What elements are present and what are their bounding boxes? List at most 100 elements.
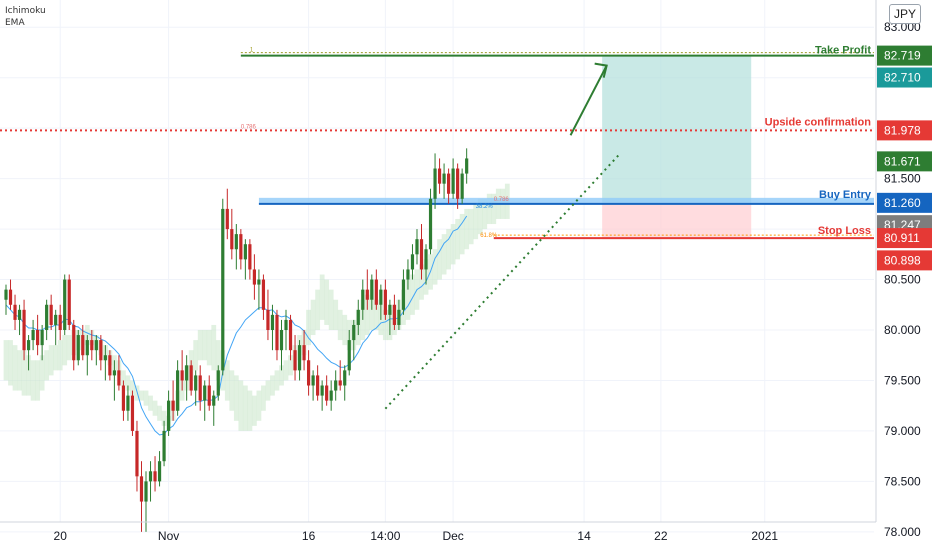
currency-button[interactable]: JPY: [889, 4, 921, 24]
candle-body: [311, 375, 315, 386]
cloud-segment: [274, 370, 280, 391]
price-axis[interactable]: 78.00078.50079.00079.50080.00080.50081.0…: [875, 0, 932, 539]
cloud-segment: [148, 395, 153, 411]
cloud-segment: [143, 390, 149, 406]
candle-body: [293, 350, 297, 371]
support-trendline[interactable]: [384, 152, 621, 410]
candle-body: [397, 309, 401, 325]
candle-body: [306, 360, 311, 386]
candle-body: [99, 340, 103, 361]
fib-label: 1: [250, 48, 254, 54]
cloud-segment: [382, 309, 388, 341]
candle-body: [22, 309, 26, 351]
candle-body: [356, 309, 360, 325]
price-tick-label: 80.500: [884, 273, 921, 287]
ichimoku-cloud: [3, 183, 510, 431]
cloud-segment: [342, 314, 348, 346]
price-label-text: 81.671: [884, 154, 921, 168]
target-arrow-line[interactable]: [569, 65, 608, 136]
cloud-segment: [202, 330, 208, 361]
candle-body: [234, 234, 238, 250]
candle-body: [144, 481, 148, 502]
buy-entry-band[interactable]: [258, 197, 874, 204]
candle-body: [252, 269, 256, 285]
cloud-segment: [125, 375, 131, 391]
cloud-segment: [224, 360, 230, 401]
cloud-segment: [152, 400, 158, 416]
loss-zone[interactable]: [602, 202, 752, 240]
price-label-box[interactable]: [877, 120, 932, 141]
price-label-box[interactable]: [877, 151, 932, 172]
candle-body: [446, 173, 451, 194]
candle-body: [112, 370, 116, 376]
time-axis[interactable]: 20 Nov 16 14:00 Dec 14 22 2021: [0, 521, 876, 543]
price-label-box[interactable]: [877, 250, 932, 271]
cloud-segment: [44, 350, 50, 381]
long-position-tool[interactable]: [602, 56, 752, 240]
cloud-segment: [62, 335, 68, 366]
candle-body: [379, 289, 383, 305]
cloud-segment: [477, 198, 483, 235]
price-label-box[interactable]: [877, 67, 932, 88]
candle-body: [401, 279, 406, 310]
candle-body: [216, 370, 220, 396]
cloud-segment: [238, 380, 244, 431]
cloud-segment: [35, 360, 41, 401]
candle-body: [103, 355, 107, 361]
cloud-segment: [139, 390, 144, 401]
candle-body: [266, 309, 270, 330]
cloud-segment: [473, 203, 479, 240]
candle-body: [465, 158, 469, 174]
fib-label: 0.786: [241, 124, 257, 130]
candle-body: [343, 370, 347, 386]
indicator-ichimoku-label[interactable]: Ichimoku: [5, 6, 46, 16]
cloud-segment: [247, 390, 253, 431]
cloud-segment: [3, 340, 9, 381]
cloud-segment: [157, 405, 162, 421]
candle-body: [316, 375, 320, 396]
cloud-segment: [288, 355, 293, 376]
candle-body: [437, 168, 442, 184]
cloud-segment: [48, 345, 54, 376]
candle-body: [325, 385, 329, 401]
cloud-segment: [333, 299, 339, 330]
cloud-segment: [161, 410, 167, 426]
cloud-segment: [491, 193, 497, 225]
cloud-segment: [197, 330, 203, 361]
time-tick-label: 22: [654, 529, 668, 543]
cloud-segment: [468, 208, 474, 245]
level-lines[interactable]: Take Profit Upside confirmation Buy Entry S…: [0, 45, 874, 240]
cloud-segment: [324, 279, 330, 325]
annotations[interactable]: [384, 62, 621, 410]
candle-body: [257, 279, 261, 285]
price-label-box[interactable]: [877, 228, 932, 249]
candle-body: [49, 304, 53, 325]
candle-body: [166, 400, 171, 431]
candle-body: [329, 390, 333, 401]
price-label-box[interactable]: [877, 192, 932, 213]
price-label-box[interactable]: [877, 45, 932, 66]
candle-body: [117, 370, 121, 386]
candle-body: [365, 289, 369, 300]
cloud-segment: [455, 218, 461, 260]
price-label-text: 82.719: [884, 49, 921, 63]
candle-body: [370, 279, 374, 300]
candle-body: [225, 208, 229, 230]
candle-body: [76, 335, 80, 361]
candle-body: [54, 314, 58, 325]
candle-body: [419, 239, 424, 270]
cloud-segment: [310, 299, 316, 336]
stop-loss-label: Stop Loss: [818, 225, 871, 237]
candle-body: [388, 304, 392, 315]
candle-body: [85, 340, 89, 356]
time-tick-label: Dec: [442, 529, 463, 543]
candle-body: [392, 304, 397, 325]
candle-body: [347, 340, 351, 371]
candle-body: [374, 279, 378, 305]
indicator-ema-label[interactable]: EMA: [5, 18, 25, 28]
cloud-segment: [242, 385, 248, 431]
candle-body: [36, 330, 40, 346]
cloud-segment: [179, 380, 185, 401]
candle-body: [406, 269, 410, 280]
